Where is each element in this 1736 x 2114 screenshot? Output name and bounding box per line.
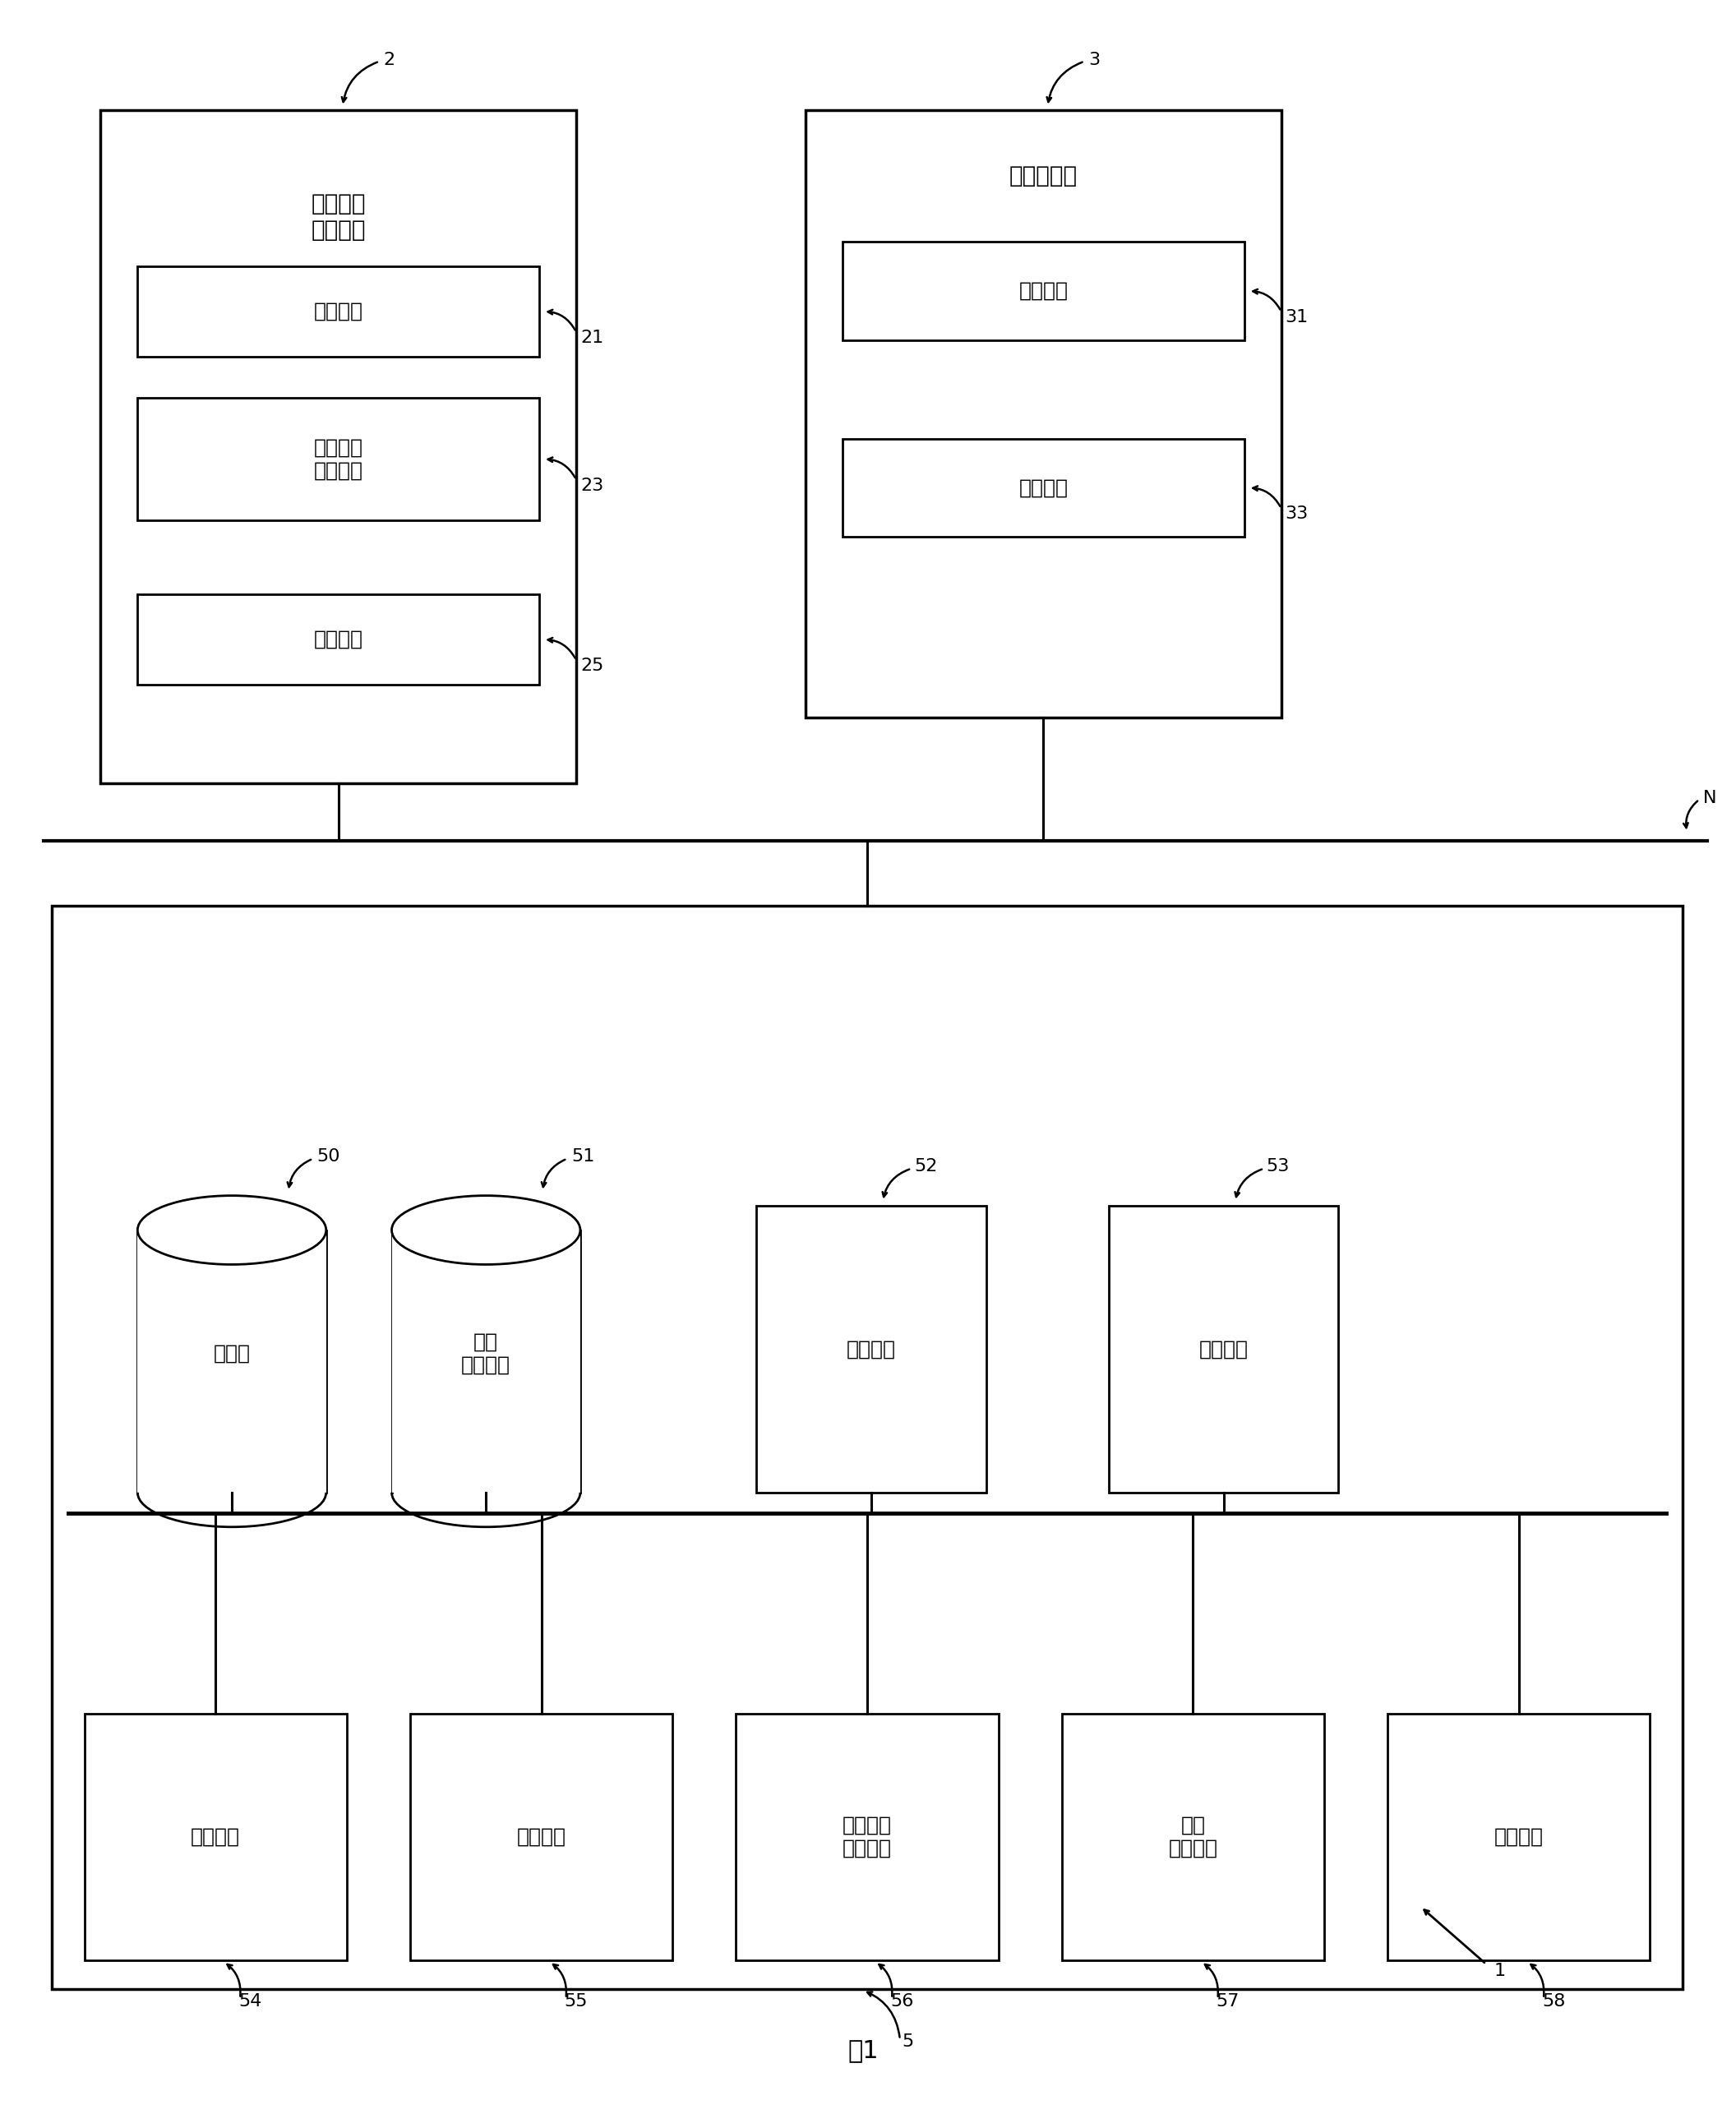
Text: 收发部件: 收发部件 xyxy=(314,630,363,649)
Text: 显示部件: 显示部件 xyxy=(1200,1338,1248,1359)
FancyBboxPatch shape xyxy=(1062,1714,1325,1960)
FancyBboxPatch shape xyxy=(1387,1714,1651,1960)
Text: 31: 31 xyxy=(1285,309,1309,326)
Text: 55: 55 xyxy=(564,1994,589,2008)
Text: 收发部件: 收发部件 xyxy=(191,1826,240,1848)
Text: 操作部件: 操作部件 xyxy=(847,1338,896,1359)
FancyBboxPatch shape xyxy=(85,1714,347,1960)
Text: 2: 2 xyxy=(384,51,396,68)
Text: 53: 53 xyxy=(1267,1158,1290,1173)
Text: 51: 51 xyxy=(571,1148,594,1165)
Text: 共有对象
生成部件: 共有对象 生成部件 xyxy=(314,438,363,480)
FancyBboxPatch shape xyxy=(1109,1205,1338,1492)
Text: 图1: 图1 xyxy=(847,2038,878,2061)
Text: 医用图像
诊断装置: 医用图像 诊断装置 xyxy=(311,192,366,241)
Text: 1: 1 xyxy=(1495,1962,1505,1979)
Text: 共有对象
加工部件: 共有对象 加工部件 xyxy=(842,1816,892,1858)
Text: 54: 54 xyxy=(238,1994,262,2008)
FancyBboxPatch shape xyxy=(137,266,540,357)
FancyBboxPatch shape xyxy=(736,1714,998,1960)
Text: 57: 57 xyxy=(1215,1994,1240,2008)
Text: 5: 5 xyxy=(901,2034,913,2051)
FancyBboxPatch shape xyxy=(137,594,540,685)
FancyBboxPatch shape xyxy=(842,241,1245,340)
FancyBboxPatch shape xyxy=(137,397,540,520)
Text: 判定部件: 判定部件 xyxy=(517,1826,566,1848)
Text: 56: 56 xyxy=(891,1994,913,2008)
Ellipse shape xyxy=(137,1197,326,1264)
FancyBboxPatch shape xyxy=(52,907,1682,1989)
Text: 控制部件: 控制部件 xyxy=(1495,1826,1543,1848)
Text: 数据
保存部件: 数据 保存部件 xyxy=(462,1332,510,1374)
Text: 23: 23 xyxy=(580,478,604,493)
Text: 控制部件: 控制部件 xyxy=(314,302,363,321)
FancyBboxPatch shape xyxy=(392,1230,580,1492)
Text: 数据库: 数据库 xyxy=(214,1342,250,1364)
Text: 客户端装置: 客户端装置 xyxy=(1009,165,1078,188)
Text: 33: 33 xyxy=(1285,505,1309,522)
FancyBboxPatch shape xyxy=(410,1714,672,1960)
FancyBboxPatch shape xyxy=(101,110,576,782)
Ellipse shape xyxy=(392,1197,580,1264)
Text: N: N xyxy=(1703,791,1717,805)
FancyBboxPatch shape xyxy=(757,1205,986,1492)
FancyBboxPatch shape xyxy=(842,438,1245,537)
Text: 控制部件: 控制部件 xyxy=(1019,281,1068,300)
Text: 收发部件: 收发部件 xyxy=(1019,478,1068,497)
Text: 3: 3 xyxy=(1088,51,1101,68)
Text: 52: 52 xyxy=(913,1158,937,1173)
Text: 信息
收集部件: 信息 收集部件 xyxy=(1168,1816,1217,1858)
Text: 50: 50 xyxy=(318,1148,340,1165)
FancyBboxPatch shape xyxy=(137,1230,326,1492)
Text: 58: 58 xyxy=(1542,1994,1566,2008)
FancyBboxPatch shape xyxy=(806,110,1281,717)
Text: 25: 25 xyxy=(580,657,604,674)
Text: 21: 21 xyxy=(580,330,604,347)
